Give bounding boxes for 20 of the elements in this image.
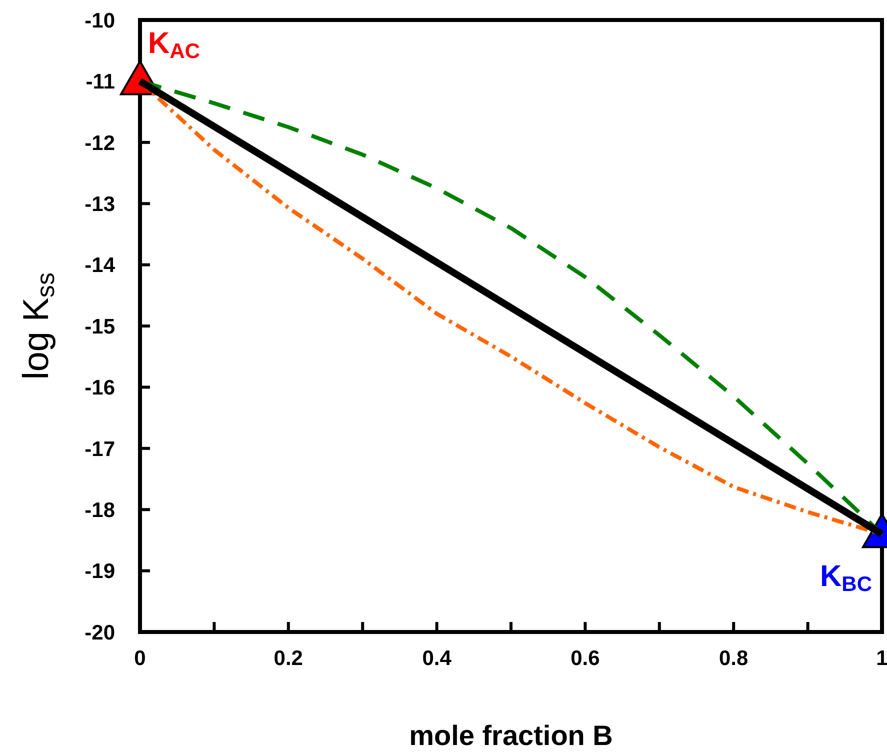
x-tick-label: 0.8 bbox=[719, 647, 749, 670]
x-tick-label: 1 bbox=[876, 647, 887, 670]
x-tick-label: 0 bbox=[134, 647, 146, 670]
series-label: K$_{AC}$ bbox=[148, 27, 200, 64]
y-tick-label: -13 bbox=[84, 192, 115, 216]
y-tick-label: -17 bbox=[84, 438, 115, 461]
y-tick-label: -14 bbox=[84, 254, 116, 278]
x-axis-title: mole fraction B bbox=[409, 720, 613, 751]
y-tick-label: -20 bbox=[84, 621, 115, 644]
x-tick-label: 0.4 bbox=[422, 647, 452, 670]
y-tick-label: -15 bbox=[84, 315, 116, 338]
x-tick-label: 0.2 bbox=[274, 647, 303, 670]
y-tick-label: -12 bbox=[84, 132, 115, 155]
y-tick-label: -10 bbox=[84, 9, 115, 32]
series-label: K$_{BC}$ bbox=[820, 560, 872, 596]
y-tick-label: -19 bbox=[84, 560, 115, 584]
y-tick-label: -11 bbox=[86, 70, 116, 94]
y-tick-label: -16 bbox=[84, 376, 115, 400]
x-tick-label: 0.6 bbox=[570, 647, 600, 670]
y-tick-label: -18 bbox=[84, 498, 116, 522]
